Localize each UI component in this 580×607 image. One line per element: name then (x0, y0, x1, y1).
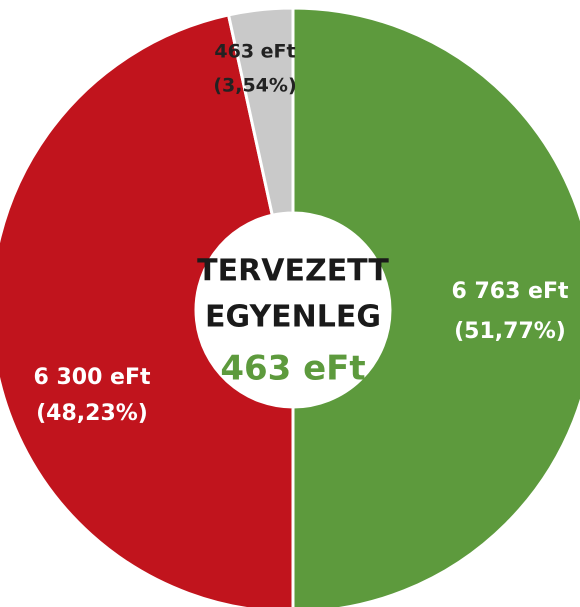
value-label: 6 300 eFt (33, 365, 150, 390)
value-label: 6 763 eFt (451, 279, 568, 304)
percentage-label: (3,54%) (213, 75, 296, 97)
value-label: 463 eFt (214, 41, 295, 63)
percentage-label: (48,23%) (36, 401, 148, 426)
slices (0, 6, 580, 607)
donut-slice (0, 13, 295, 607)
center-title: EGYENLEG (205, 300, 381, 335)
percentage-label: (51,77%) (454, 319, 566, 344)
donut-slice (226, 6, 295, 218)
center-value: 463 eFt (220, 349, 365, 389)
center-title: TERVEZETT (197, 254, 389, 289)
donut-slice (291, 6, 580, 607)
